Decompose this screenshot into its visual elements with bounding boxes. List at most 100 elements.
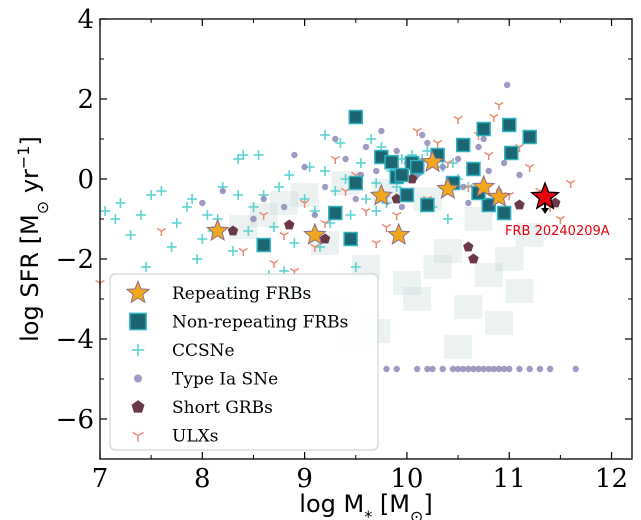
y-tick-label: 0 bbox=[77, 165, 94, 195]
type-ia-sne-point bbox=[378, 127, 385, 135]
short-grbs-point bbox=[468, 253, 479, 264]
ccsne-point bbox=[335, 138, 346, 148]
type-ia-sne-point bbox=[424, 139, 431, 147]
type-ia-sne-point bbox=[500, 365, 508, 373]
short-grbs-point bbox=[284, 219, 295, 230]
ulxs-point bbox=[371, 239, 381, 248]
legend-label-repeating-frbs: Repeating FRBs bbox=[172, 284, 311, 304]
ccsne-point bbox=[350, 262, 361, 272]
density-cell bbox=[505, 279, 534, 303]
non-repeating-frbs-point bbox=[409, 159, 425, 175]
type-ia-sne-point bbox=[485, 167, 492, 175]
ccsne-point bbox=[166, 242, 177, 252]
type-ia-sne-point bbox=[373, 167, 380, 175]
ulxs-point bbox=[432, 139, 443, 148]
ulxs-point bbox=[258, 211, 269, 220]
type-ia-sne-point bbox=[398, 203, 406, 211]
ccsne-point bbox=[202, 210, 213, 220]
y-axis-label: log SFR [M⊙ yr−1] bbox=[14, 136, 52, 342]
density-cell bbox=[392, 271, 421, 295]
type-ia-sne-point bbox=[424, 365, 431, 373]
type-ia-sne-point bbox=[332, 135, 339, 143]
type-ia-sne-point bbox=[480, 365, 487, 373]
density-cell bbox=[433, 239, 462, 263]
ulxs-point bbox=[156, 227, 167, 236]
type-ia-sne-point bbox=[301, 163, 308, 171]
type-ia-sne-point bbox=[291, 151, 298, 159]
type-ia-sne-point bbox=[459, 183, 467, 191]
x-axis-label: log M* [M⊙] bbox=[299, 490, 432, 520]
ccsne-point bbox=[330, 186, 341, 196]
ccsne-point bbox=[115, 198, 126, 208]
type-ia-sne-point bbox=[475, 143, 482, 151]
ulxs-point bbox=[391, 211, 402, 220]
non-repeating-frbs-point bbox=[455, 137, 471, 153]
non-repeating-frbs-point bbox=[348, 109, 364, 125]
type-ia-sne-point bbox=[413, 365, 421, 373]
ccsne-point bbox=[181, 202, 192, 212]
repeating-frbs-point bbox=[205, 218, 230, 242]
plot-frame bbox=[99, 18, 633, 460]
type-ia-sne-point bbox=[459, 365, 467, 373]
ccsne-point bbox=[253, 150, 264, 160]
type-ia-sne-point bbox=[419, 131, 426, 139]
type-ia-sne-point bbox=[280, 203, 288, 211]
non-repeating-frbs-point bbox=[399, 187, 415, 203]
ulxs-point bbox=[565, 179, 576, 188]
ccsne-point bbox=[146, 190, 157, 200]
non-repeating-frbs-point bbox=[420, 197, 435, 213]
type-ia-sne-point bbox=[352, 195, 359, 203]
legend-label-short-grbs: Short GRBs bbox=[172, 398, 273, 418]
x-tick-label: 10 bbox=[390, 464, 423, 494]
ccsne-point bbox=[361, 194, 371, 204]
ulxs-point bbox=[330, 155, 341, 164]
type-ia-sne-point bbox=[526, 365, 533, 373]
type-ia-sne-point bbox=[439, 365, 446, 373]
ulxs-point bbox=[484, 151, 494, 160]
type-ia-sne-point bbox=[506, 365, 513, 373]
type-ia-sne-point bbox=[454, 365, 462, 373]
x-tick-label: 8 bbox=[194, 464, 211, 494]
type-ia-sne-point bbox=[503, 81, 511, 89]
type-ia-sne-point bbox=[475, 365, 482, 373]
density-cell bbox=[444, 335, 473, 359]
legend-box bbox=[109, 273, 379, 451]
type-ia-sne-point bbox=[495, 365, 503, 373]
repeating-frbs-point bbox=[487, 184, 511, 207]
type-ia-sne-point bbox=[321, 183, 329, 191]
legend: Repeating FRBs Non-repeating FRBs CCSNe Typ… bbox=[109, 273, 379, 451]
short-grbs-point bbox=[463, 241, 474, 252]
short-grbs-point bbox=[227, 225, 239, 236]
arrow-head bbox=[541, 208, 550, 214]
type-ia-sne-point bbox=[500, 159, 508, 167]
short-grbs-point bbox=[319, 233, 331, 244]
non-repeating-frbs-point bbox=[384, 154, 399, 170]
ulxs-point bbox=[279, 231, 289, 240]
type-ia-sne-point bbox=[516, 365, 523, 373]
repeating-frbs-point bbox=[303, 222, 327, 246]
non-repeating-frbs-point bbox=[496, 205, 512, 221]
type-ia-sne-point bbox=[470, 365, 477, 373]
non-repeating-frbs-point bbox=[504, 145, 519, 161]
non-repeating-frbs-point bbox=[476, 121, 491, 137]
y-tick-label: 4 bbox=[77, 5, 94, 35]
y-tick-label: −4 bbox=[56, 325, 94, 355]
x-tick-label: 11 bbox=[493, 464, 526, 494]
short-grbs-point bbox=[514, 199, 525, 210]
ulxs-point bbox=[381, 223, 392, 232]
ulxs-point bbox=[494, 101, 504, 110]
type-ia-sne-point bbox=[393, 147, 400, 155]
y-tick-label: −2 bbox=[56, 245, 94, 275]
legend-marker-short-grbs bbox=[131, 400, 145, 413]
ccsne-point bbox=[320, 166, 331, 176]
density-cell bbox=[485, 311, 513, 335]
short-grbs-point bbox=[406, 173, 418, 184]
ccsne-point bbox=[156, 186, 167, 196]
ccsne-point bbox=[171, 218, 182, 228]
ccsne-point bbox=[314, 242, 325, 252]
type-ia-sne-point bbox=[429, 365, 436, 373]
ulxs-point bbox=[310, 243, 320, 252]
ccsne-point bbox=[233, 190, 244, 200]
x-tick-label: 12 bbox=[595, 464, 628, 494]
